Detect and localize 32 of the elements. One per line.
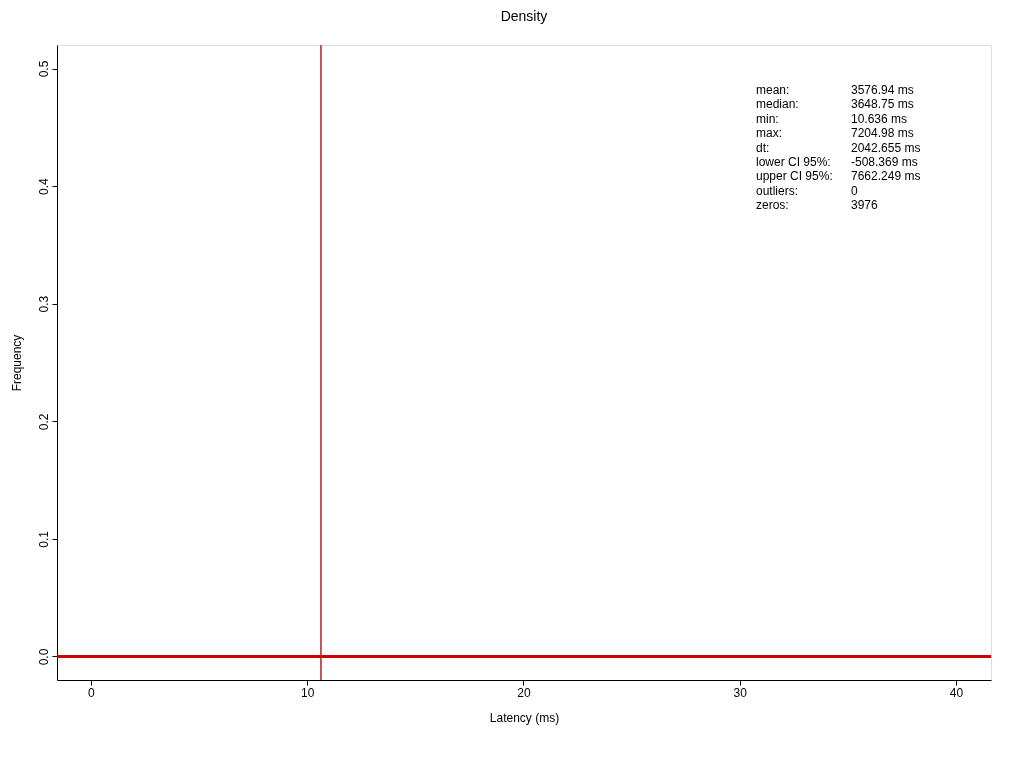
annotation: 7662.249 ms [851, 169, 921, 184]
annotation: min: [756, 111, 779, 126]
annotation: 7204.98 ms [851, 126, 914, 141]
y-tick-label: 0.4 [36, 177, 51, 195]
y-tick-label: 0.2 [36, 413, 51, 431]
y-tick-label: 0.0 [36, 648, 51, 666]
y-tick-label: 0.3 [36, 295, 51, 313]
annotation: mean: [756, 83, 790, 97]
annotation: 0 [851, 183, 858, 198]
y-tick-label: 0.5 [36, 60, 51, 78]
annotation: lower CI 95%: [756, 155, 831, 169]
annotation: median: [756, 97, 799, 112]
annotation: dt: [756, 140, 770, 155]
annotation: max: [756, 126, 783, 141]
annotation: zeros: [756, 198, 789, 213]
y-tick-label: 0.1 [36, 530, 51, 548]
x-tick-label: 40 [949, 685, 964, 700]
annotation: 3648.75 ms [851, 97, 914, 112]
x-tick-label: 30 [733, 685, 748, 700]
annotation: 3576.94 ms [851, 83, 914, 97]
annotation: outliers: [756, 183, 799, 198]
x-tick-label: 20 [517, 685, 531, 700]
x-axis-title: Latency (ms) [489, 710, 560, 725]
x-tick-label: 0 [88, 685, 96, 700]
chart-title: Density [500, 8, 548, 25]
y-axis-title: Frequency [9, 334, 24, 392]
annotation: 10.636 ms [851, 111, 908, 126]
annotation: 3976 [851, 198, 879, 213]
annotation: 2042.655 ms [851, 140, 921, 155]
annotation: -508.369 ms [851, 155, 918, 169]
x-tick-label: 10 [301, 685, 315, 700]
annotation: upper CI 95%: [756, 169, 833, 184]
